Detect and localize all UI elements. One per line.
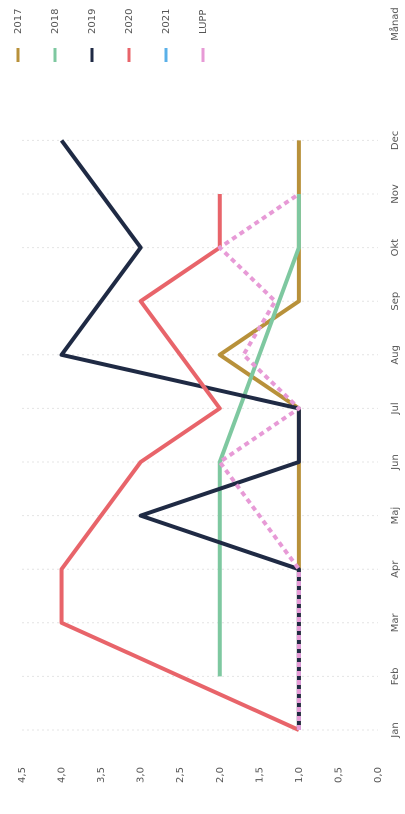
x-axis-title: Månad [388,7,401,41]
x-tick-label: Jul [390,402,401,415]
legend-label: 2018 [50,9,61,34]
y-tick-label: 2,5 [175,767,186,783]
legend-label: 2021 [161,9,172,34]
series-line [59,194,300,732]
x-tick-label: Feb [390,668,401,686]
legend-label: 2020 [124,9,135,34]
series-line [217,194,301,677]
y-tick-label: 4,5 [17,767,28,783]
x-tick-label: Jun [390,454,401,471]
x-tick-label: Sep [390,292,401,311]
y-tick-label: 0,5 [333,767,344,783]
y-tick-label: 3,5 [96,767,107,783]
legend-label: 2019 [87,9,98,34]
x-tick-label: Okt [390,239,401,257]
legend-label: LUPP [198,10,209,34]
y-tick-label: 0,0 [373,767,384,783]
legend-label: 2017 [13,9,24,34]
x-tick-label: Aug [390,345,401,365]
series-line [59,139,301,730]
y-tick-label: 4,0 [57,767,68,783]
x-tick-label: Nov [390,184,401,204]
y-tick-label: 1,0 [294,767,305,783]
y-tick-label: 2,0 [215,767,226,783]
x-tick-label: Mar [390,612,401,632]
x-tick-label: Jan [390,722,401,738]
x-tick-label: Maj [390,507,401,525]
x-tick-label: Apr [390,560,401,578]
y-tick-label: 1,5 [254,767,265,783]
y-tick-label: 3,0 [136,767,147,783]
x-tick-label: Dec [390,131,401,150]
